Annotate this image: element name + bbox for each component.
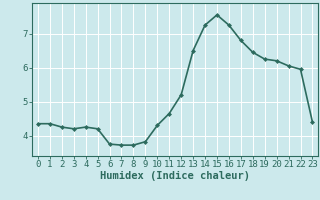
- X-axis label: Humidex (Indice chaleur): Humidex (Indice chaleur): [100, 171, 250, 181]
